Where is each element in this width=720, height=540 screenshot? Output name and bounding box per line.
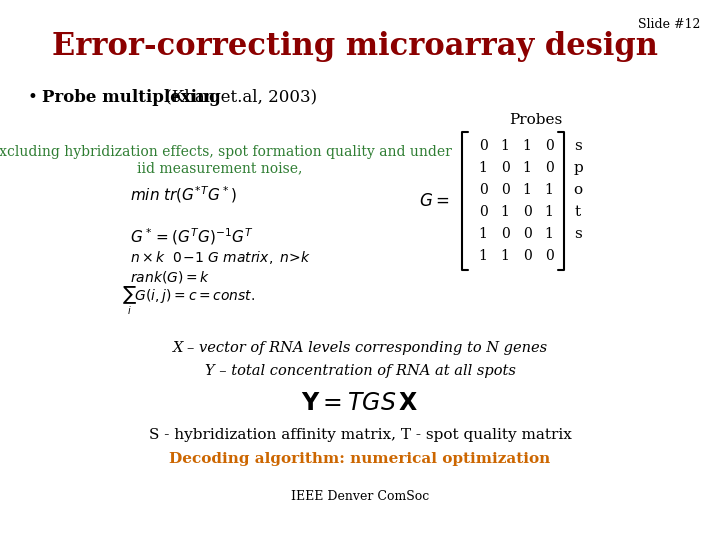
Text: 0: 0 (544, 161, 554, 175)
Text: 1: 1 (500, 249, 510, 263)
Text: 1: 1 (479, 161, 487, 175)
Text: 0: 0 (523, 227, 531, 241)
Text: 0: 0 (500, 183, 509, 197)
Text: Slide #12: Slide #12 (638, 18, 700, 31)
Text: 1: 1 (544, 183, 554, 197)
Text: •: • (28, 88, 38, 106)
Text: $rank(G)=k$: $rank(G)=k$ (130, 269, 210, 285)
Text: 1: 1 (500, 205, 510, 219)
Text: Probes: Probes (509, 113, 562, 127)
Text: 0: 0 (500, 227, 509, 241)
Text: 1: 1 (544, 227, 554, 241)
Text: Probe multiplexing: Probe multiplexing (42, 89, 221, 105)
Text: 0: 0 (500, 161, 509, 175)
Text: s: s (574, 227, 582, 241)
Text: 1: 1 (500, 139, 510, 153)
Text: p: p (573, 161, 583, 175)
Text: X – vector of RNA levels corresponding to N genes: X – vector of RNA levels corresponding t… (172, 341, 548, 355)
Text: 1: 1 (479, 227, 487, 241)
Text: 1: 1 (523, 161, 531, 175)
Text: $G^*=(G^TG)^{-1}G^T$: $G^*=(G^TG)^{-1}G^T$ (130, 227, 254, 247)
Text: 0: 0 (479, 205, 487, 219)
Text: 0: 0 (523, 249, 531, 263)
Text: IEEE Denver ComSoc: IEEE Denver ComSoc (291, 489, 429, 503)
Text: $\sum_{i}G(i,j)=c=const.$: $\sum_{i}G(i,j)=c=const.$ (122, 285, 255, 317)
Text: t: t (575, 205, 581, 219)
Text: $min\ tr(G^{*T}G^*)$: $min\ tr(G^{*T}G^*)$ (130, 185, 237, 205)
Text: $n\times k\ \ 0\!-\!1\ G\ matrix,\ n\!>\!k$: $n\times k\ \ 0\!-\!1\ G\ matrix,\ n\!>\… (130, 249, 312, 267)
Text: Y – total concentration of RNA at all spots: Y – total concentration of RNA at all sp… (204, 364, 516, 378)
Text: s: s (574, 139, 582, 153)
Text: 1: 1 (479, 249, 487, 263)
Text: S - hybridization affinity matrix, T - spot quality matrix: S - hybridization affinity matrix, T - s… (148, 428, 572, 442)
Text: $\mathbf{Y}=\mathit{TGS}\,\mathbf{X}$: $\mathbf{Y}=\mathit{TGS}\,\mathbf{X}$ (301, 392, 419, 415)
Text: (Khan et.al, 2003): (Khan et.al, 2003) (160, 89, 317, 105)
Text: 1: 1 (523, 183, 531, 197)
Text: Decoding algorithm: numerical optimization: Decoding algorithm: numerical optimizati… (169, 452, 551, 466)
Text: Excluding hybridization effects, spot formation quality and under
iid measuremen: Excluding hybridization effects, spot fo… (0, 145, 451, 175)
Text: 0: 0 (479, 139, 487, 153)
Text: 1: 1 (523, 139, 531, 153)
Text: $G=$: $G=$ (419, 192, 449, 210)
Text: Error-correcting microarray design: Error-correcting microarray design (52, 30, 658, 62)
Text: 0: 0 (544, 249, 554, 263)
Text: 0: 0 (544, 139, 554, 153)
Text: 0: 0 (479, 183, 487, 197)
Text: 1: 1 (544, 205, 554, 219)
Text: 0: 0 (523, 205, 531, 219)
Text: o: o (573, 183, 582, 197)
